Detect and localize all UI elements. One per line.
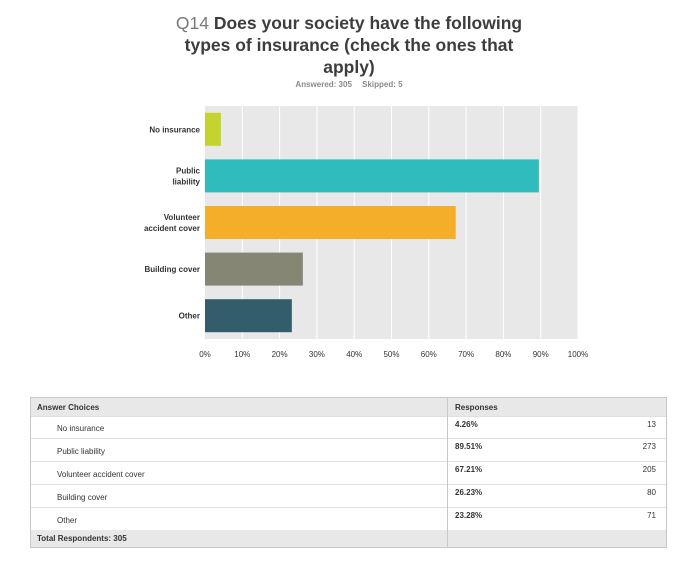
- bar: [205, 206, 456, 239]
- x-tick-label: 40%: [346, 350, 362, 359]
- header-answer-choices: Answer Choices: [37, 403, 100, 412]
- skipped-count: Skipped: 5: [362, 80, 403, 89]
- row-count: 71: [647, 511, 656, 520]
- row-count: 273: [642, 442, 656, 451]
- x-tick-label: 100%: [568, 350, 588, 359]
- question-title: Q14 Does your society have the following…: [160, 12, 538, 78]
- table-row: Public liability 89.51% 273: [31, 438, 666, 462]
- row-percent: 67.21%: [455, 465, 483, 474]
- y-category-label: accident cover: [144, 224, 200, 233]
- answered-count: Answered: 305: [295, 80, 352, 89]
- x-tick-label: 10%: [234, 350, 250, 359]
- x-tick-label: 60%: [421, 350, 437, 359]
- header-responses: Responses: [455, 403, 498, 412]
- row-choice: Other: [57, 516, 78, 525]
- results-table: Answer Choices Responses No insurance 4.…: [30, 397, 667, 548]
- y-category-label: Volunteer: [164, 213, 200, 222]
- table-row: No insurance 4.26% 13: [31, 416, 666, 439]
- row-choice: No insurance: [57, 424, 105, 433]
- row-choice: Building cover: [57, 493, 108, 502]
- bar: [205, 159, 539, 193]
- table-header-row: Answer Choices Responses: [31, 398, 666, 417]
- x-tick-label: 20%: [272, 350, 288, 359]
- table-footer-row: Total Respondents: 305: [31, 530, 666, 547]
- x-tick-label: 30%: [309, 350, 325, 359]
- bar: [205, 299, 292, 333]
- column-divider: [447, 398, 448, 547]
- response-summary: Answered: 305 Skipped: 5: [0, 80, 698, 89]
- x-tick-label: 70%: [458, 350, 474, 359]
- x-tick-label: 0%: [199, 350, 211, 359]
- y-category-label: No insurance: [149, 125, 200, 134]
- table-row: Volunteer accident cover 67.21% 205: [31, 461, 666, 485]
- row-percent: 89.51%: [455, 442, 483, 451]
- table-row: Other 23.28% 71: [31, 507, 666, 531]
- row-choice: Volunteer accident cover: [57, 470, 145, 479]
- row-count: 13: [647, 420, 656, 429]
- table-row: Building cover 26.23% 80: [31, 484, 666, 508]
- row-choice: Public liability: [57, 447, 106, 456]
- question-number: Q14: [175, 13, 209, 33]
- bar-chart: 0% 10% 20% 30% 40% 50% 60% 70% 80% 90% 100% No insu…: [144, 106, 588, 359]
- row-count: 205: [642, 465, 656, 474]
- row-percent: 23.28%: [455, 511, 483, 520]
- y-category-label: Public: [176, 166, 201, 175]
- y-category-label: liability: [172, 177, 200, 186]
- y-category-label: Building cover: [144, 265, 200, 274]
- bar: [205, 252, 303, 286]
- x-tick-label: 80%: [495, 350, 511, 359]
- row-percent: 26.23%: [455, 488, 483, 497]
- question-text: Does your society have the following typ…: [184, 13, 523, 77]
- x-tick-label: 90%: [533, 350, 549, 359]
- row-count: 80: [647, 488, 656, 497]
- x-tick-label: 50%: [383, 350, 399, 359]
- y-category-label: Other: [179, 312, 200, 321]
- bar: [205, 112, 221, 146]
- total-respondents: Total Respondents: 305: [37, 534, 127, 543]
- row-percent: 4.26%: [455, 420, 478, 429]
